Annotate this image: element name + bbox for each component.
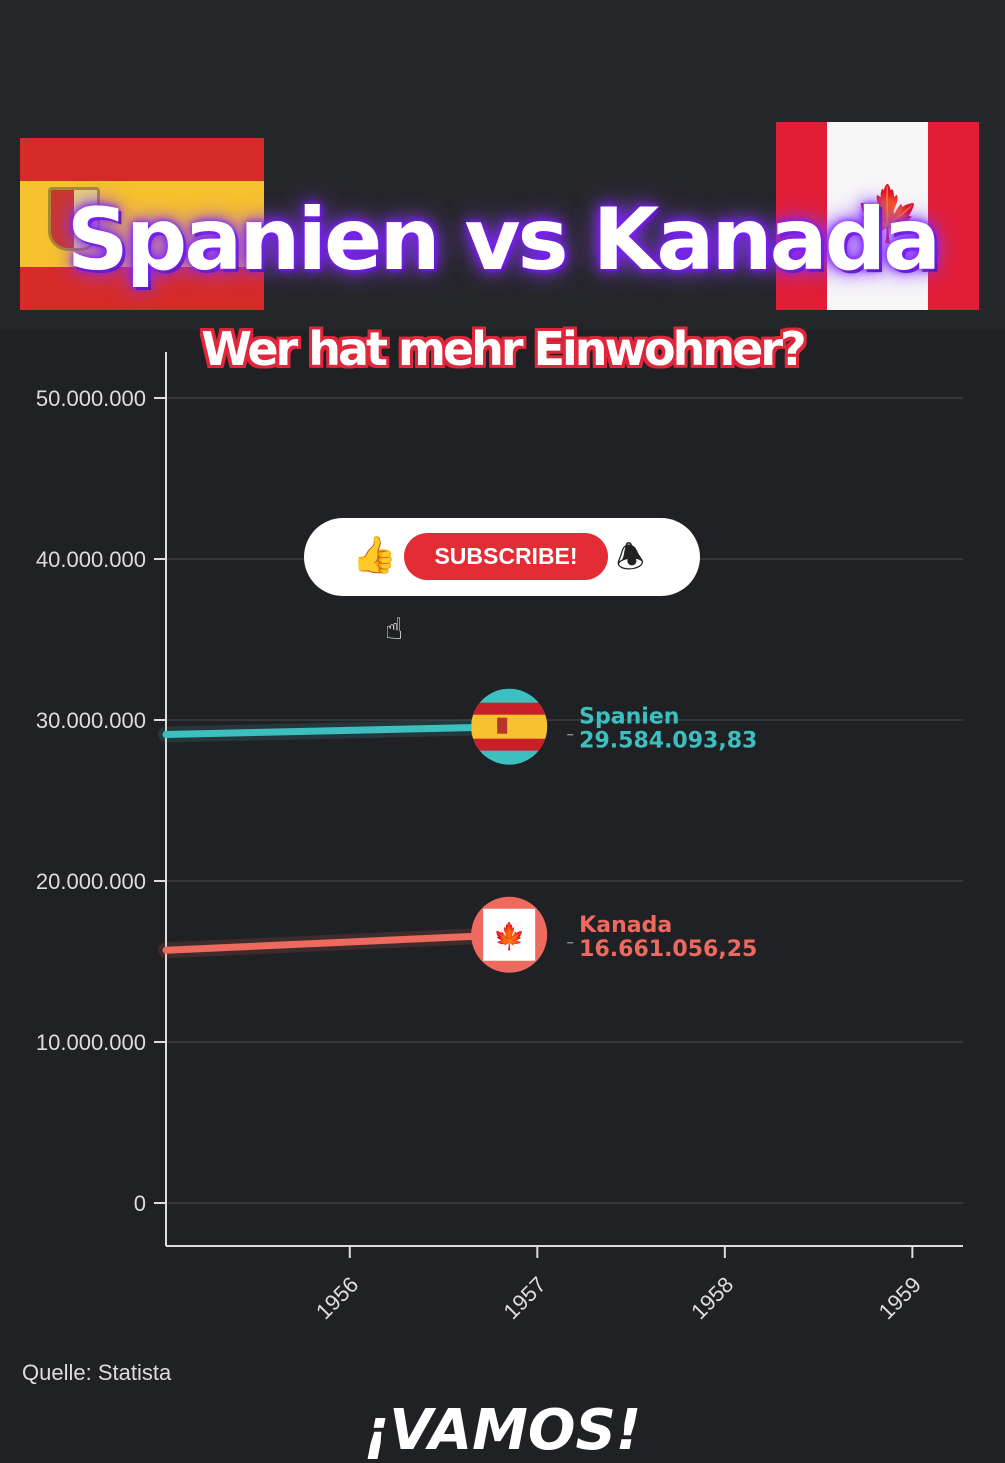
series-name-label: Spanien bbox=[579, 705, 679, 730]
canada-flag-icon: 🍁 bbox=[776, 122, 979, 310]
y-tick-label: 20.000.000 bbox=[36, 869, 146, 894]
y-tick-label: 0 bbox=[134, 1191, 146, 1216]
y-tick-label: 40.000.000 bbox=[36, 547, 146, 572]
series-value-label: 29.584.093,83 bbox=[579, 729, 757, 754]
x-tick-label: 1956 bbox=[311, 1272, 363, 1324]
series-value-label: 16.661.056,25 bbox=[579, 937, 757, 962]
x-tick-label: 1958 bbox=[686, 1272, 738, 1324]
maple-leaf-icon: 🍁 bbox=[493, 921, 525, 952]
series-line bbox=[162, 931, 513, 954]
flag-body bbox=[471, 702, 548, 751]
spain-flag-icon bbox=[20, 138, 264, 310]
y-tick-label: 50.000.000 bbox=[36, 386, 146, 411]
hand-cursor-icon: ☝ bbox=[385, 612, 404, 647]
subscribe-button[interactable]: SUBSCRIBE! bbox=[404, 533, 608, 580]
y-tick-label: 30.000.000 bbox=[36, 708, 146, 733]
y-tick-label: 10.000.000 bbox=[36, 1030, 146, 1055]
canada-flag-icon: 🍁 bbox=[471, 896, 548, 973]
source-note: Quelle: Statista bbox=[22, 1360, 172, 1385]
flag-body: 🍁 bbox=[483, 908, 536, 961]
thumbs-up-icon[interactable]: 👍 bbox=[352, 535, 397, 576]
subscribe-overlay[interactable]: 👍 SUBSCRIBE! 🕭 bbox=[304, 518, 700, 596]
page-title: Spanien vs Kanada bbox=[66, 190, 941, 290]
brand-logo: ¡VAMOS! bbox=[363, 1398, 642, 1463]
page-subtitle: Wer hat mehr Einwohner? bbox=[201, 322, 806, 376]
bell-icon[interactable]: 🕭 bbox=[616, 538, 645, 576]
x-tick-label: 1959 bbox=[874, 1272, 926, 1324]
flag-coat bbox=[497, 717, 508, 734]
flag-center bbox=[496, 921, 523, 948]
series-name-label: Kanada bbox=[579, 913, 672, 938]
series-line bbox=[162, 723, 513, 738]
x-tick-label: 1957 bbox=[499, 1272, 551, 1324]
spain-flag-icon bbox=[471, 688, 548, 765]
flag-stripe bbox=[471, 714, 548, 739]
